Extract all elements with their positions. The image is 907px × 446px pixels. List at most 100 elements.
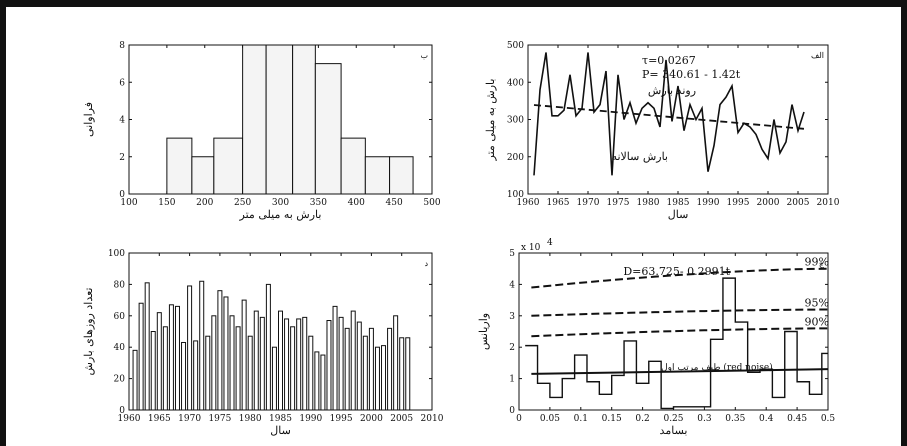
bottom_right-ytick-label: 1 xyxy=(509,375,515,385)
rain-days-bar xyxy=(320,354,326,411)
bottom_left-xtick-label: 1960 xyxy=(118,414,141,424)
rain-days-bar xyxy=(138,302,144,411)
histogram-bar xyxy=(242,44,267,195)
rain-days-bar xyxy=(326,320,332,411)
confidence-label-0: 99% xyxy=(805,256,829,269)
top_left-xtick-label: 150 xyxy=(158,198,175,208)
top_left-xtick-label: 350 xyxy=(310,198,327,208)
bottom_left-xtick-label: 1965 xyxy=(148,414,171,424)
bottom_right-xtick-label: 0.05 xyxy=(540,414,560,424)
bottom_right-xtick-label: 0.3 xyxy=(697,414,712,424)
bottom_right-xtick-label: 0.45 xyxy=(787,414,807,424)
rain-days-bar xyxy=(181,341,187,411)
rain-days-bar xyxy=(362,335,368,411)
top_right-xtick-label: 2010 xyxy=(817,198,840,208)
top_left-xtick-label: 500 xyxy=(423,198,440,208)
top_right-xtick-label: 2000 xyxy=(757,198,780,208)
top_left-ytick-label: 0 xyxy=(119,190,125,200)
bottom_right-xtick-label: 0.35 xyxy=(725,414,745,424)
histogram-bar xyxy=(389,156,414,195)
rain-days-equation: D=63.725- 0.2991t xyxy=(623,265,730,278)
confidence-curve-0 xyxy=(531,267,829,289)
histogram-bar xyxy=(292,44,316,195)
rain-days-bar xyxy=(381,345,387,411)
top_right-xtick-label: 1995 xyxy=(727,198,750,208)
histogram-bar xyxy=(340,137,366,195)
rain-days-bar xyxy=(174,305,180,411)
top_left-panel-letter: ب xyxy=(420,51,428,60)
y-multiplier: x 10 xyxy=(521,243,541,253)
trend-equation: P= 340.61 - 1.42t xyxy=(642,68,741,81)
histogram-bar xyxy=(191,156,215,195)
rain-days-bar xyxy=(223,296,229,411)
top_right-xtick-label: 1960 xyxy=(517,198,540,208)
bottom_left-xtick-label: 1995 xyxy=(330,414,353,424)
bottom_left-xtick-label: 2000 xyxy=(360,414,383,424)
bottom_left-xtick-label: 2010 xyxy=(421,414,444,424)
bottom_right-ytick-label: 4 xyxy=(509,280,515,290)
top_left-xlabel: بارش به میلی متر xyxy=(239,208,322,221)
top_left-xtick-label: 250 xyxy=(234,198,251,208)
histogram-bar xyxy=(364,156,391,195)
histogram-bar xyxy=(213,137,244,195)
rain-days-bar xyxy=(374,346,380,411)
rain-days-bar xyxy=(308,335,314,411)
bottom_right-xlabel: بسامد xyxy=(660,424,688,437)
rain-days-bar xyxy=(193,340,199,411)
bottom_right-ylabel: واریانس xyxy=(477,313,490,350)
rain-days-bar xyxy=(344,327,350,411)
rain-days-bar xyxy=(284,318,290,411)
rain-days-bar xyxy=(399,337,405,411)
bottom_left-ytick-label: 60 xyxy=(114,312,126,322)
top_left-ytick-label: 8 xyxy=(119,41,125,51)
top_right-ytick-label: 100 xyxy=(507,190,524,200)
top_left-xtick-label: 450 xyxy=(386,198,403,208)
left-border xyxy=(0,0,6,446)
annual-precip-line xyxy=(533,52,805,176)
top_left-xtick-label: 100 xyxy=(120,198,137,208)
top_right-xtick-label: 1990 xyxy=(697,198,720,208)
rain-days-bar xyxy=(271,346,277,411)
rain-days-bar xyxy=(314,351,320,411)
rain-days-bar xyxy=(205,335,211,411)
confidence-label-2: 90% xyxy=(805,315,829,328)
rain-days-bar xyxy=(168,304,174,411)
rain-days-bar xyxy=(302,316,308,411)
bottom_left-xtick-label: 1985 xyxy=(269,414,292,424)
bottom_right-panel-letter: ج xyxy=(819,259,825,268)
rain-days-bar xyxy=(211,315,217,411)
histogram-bar xyxy=(314,63,342,195)
bottom_left-ylabel: تعداد روزهای بارش xyxy=(82,288,95,376)
rain-days-bar xyxy=(338,316,344,411)
rain-days-bar xyxy=(387,327,393,411)
rain-days-bar xyxy=(187,285,193,411)
top_right-xtick-label: 1965 xyxy=(547,198,570,208)
top_right-ytick-label: 400 xyxy=(507,78,524,88)
tau-annotation: τ=0.0267 xyxy=(642,54,696,67)
top_right-panel-letter: الف xyxy=(811,51,824,60)
rain-days-bar xyxy=(132,349,138,411)
top_right-xtick-label: 1975 xyxy=(607,198,630,208)
bottom_right-xtick-label: 0 xyxy=(516,414,522,424)
bottom_left-xlabel: سال xyxy=(270,424,291,437)
rain-days-bar xyxy=(393,315,399,411)
rain-days-bar xyxy=(241,299,247,411)
bottom_right-xtick-label: 0.1 xyxy=(574,414,588,424)
bottom_left-xtick-label: 1990 xyxy=(299,414,322,424)
rain-days-bar xyxy=(144,282,150,411)
rain-days-bar xyxy=(150,331,156,411)
bottom_right-xtick-label: 0.25 xyxy=(663,414,683,424)
rain-days-bar xyxy=(356,321,362,411)
red-noise-label: طیف مرتب اول (red noise) xyxy=(661,362,773,373)
top_left-xtick-label: 300 xyxy=(272,198,289,208)
top_right-ytick-label: 200 xyxy=(507,153,524,163)
top_left-xtick-label: 400 xyxy=(348,198,365,208)
annual-precip-label: بارش سالانه xyxy=(612,150,668,163)
bottom_right-ytick-label: 2 xyxy=(509,343,515,353)
top-border xyxy=(0,0,907,7)
rain-days-bar xyxy=(405,337,411,411)
bottom_left-xtick-label: 1980 xyxy=(239,414,262,424)
rain-days-bar xyxy=(253,310,259,411)
